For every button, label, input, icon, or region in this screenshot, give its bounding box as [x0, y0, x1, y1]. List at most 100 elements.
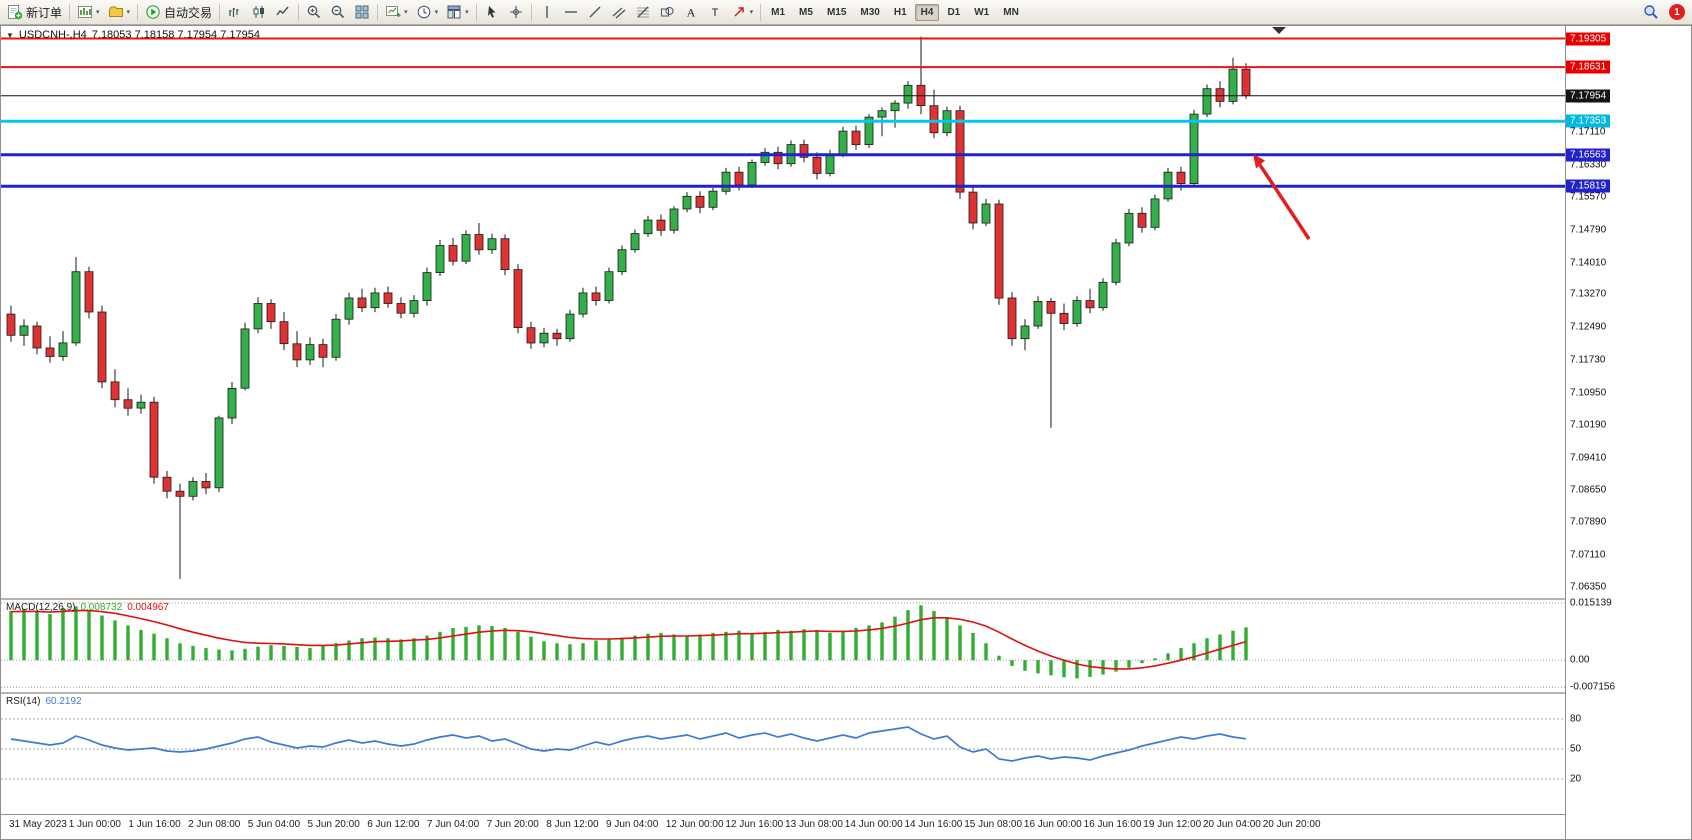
time-axis-label: 12 Jun 00:00: [665, 819, 724, 830]
line-chart-button[interactable]: [271, 1, 295, 23]
trendline-button[interactable]: [583, 1, 607, 23]
timeframe-button-mn[interactable]: MN: [1003, 6, 1019, 18]
new-order-icon: [8, 5, 23, 20]
new-chart-button[interactable]: ▾: [381, 1, 412, 23]
time-axis-label: 2 Jun 08:00: [188, 819, 241, 830]
time-axis-label: 16 Jun 00:00: [1023, 819, 1082, 830]
time-axis-label: 15 Jun 08:00: [964, 819, 1023, 830]
timeframe-button-m5[interactable]: M5: [799, 6, 813, 18]
macd-signal-value: 0.004967: [127, 602, 169, 613]
time-axis-label: 14 Jun 16:00: [904, 819, 963, 830]
main-chart-pane[interactable]: ▼ USDCNH-,H4 7.18053 7.18158 7.17954 7.1…: [1, 26, 1565, 598]
main-toolbar: 新订单 ▾ ▾ 自动交易 ▾ ▾ ▾ A T ▾ M1 M5 M15 M30 H1 H4 D1 W1 MN 1: [0, 0, 1692, 25]
shapes-icon: [660, 7, 674, 17]
timeframe-button-h4[interactable]: H4: [914, 3, 940, 21]
price-axis-label: 7.15570: [1570, 191, 1607, 203]
macd-label: MACD(12,26,9) 0.008732 0.004967: [6, 602, 169, 613]
label-button[interactable]: T: [703, 1, 727, 23]
toolbar-right-group: 1: [1639, 1, 1689, 23]
toolbar-separator: [760, 3, 762, 21]
crosshair-button[interactable]: [504, 1, 528, 23]
new-order-button[interactable]: 新订单: [3, 1, 66, 23]
tile-windows-icon: [355, 5, 369, 19]
new-chart-icon: [386, 6, 401, 17]
macd-chart-surface[interactable]: [1, 600, 1565, 692]
fibonacci-button[interactable]: [631, 1, 655, 23]
main-chart-surface[interactable]: [1, 26, 1565, 598]
timeframe-button-d1[interactable]: D1: [947, 6, 961, 18]
periods-button[interactable]: ▾: [412, 1, 443, 23]
search-button[interactable]: [1639, 1, 1663, 23]
profiles-icon: [108, 6, 123, 17]
price-axis-chip: 7.15819: [1566, 179, 1611, 193]
bar-chart-button[interactable]: [223, 1, 247, 23]
macd-indicator-pane[interactable]: MACD(12,26,9) 0.008732 0.004967: [1, 598, 1565, 692]
timeframe-button-m30[interactable]: M30: [860, 6, 880, 18]
channel-button[interactable]: [607, 1, 631, 23]
horizontal-level-lines[interactable]: [1, 37, 1565, 188]
text-icon: A: [686, 6, 695, 20]
notification-badge[interactable]: 1: [1669, 4, 1685, 20]
templates-button[interactable]: ▾: [442, 1, 473, 23]
price-axis[interactable]: 7.17110 7.16330 7.15570 7.14790 7.14010 7.132…: [1565, 26, 1691, 839]
collapse-arrow-icon[interactable]: ▼: [6, 30, 14, 40]
candlestick-series: [6, 36, 1251, 579]
line-chart-icon: [276, 6, 289, 16]
chevron-down-icon: ▾: [126, 8, 131, 16]
macd-axis-label: 0.015139: [1570, 597, 1612, 609]
rsi-indicator-pane[interactable]: RSI(14) 60.2192: [1, 692, 1565, 814]
rsi-level-lines: [1, 718, 1565, 780]
timeframe-button-m1[interactable]: M1: [771, 6, 786, 18]
price-axis-label: 7.10190: [1570, 419, 1607, 431]
zoom-in-button[interactable]: [302, 1, 326, 23]
charts-button[interactable]: ▾: [73, 1, 104, 23]
price-axis-chip: 7.18631: [1566, 60, 1611, 74]
price-axis-chip: 7.16563: [1566, 148, 1611, 162]
profiles-button[interactable]: ▾: [104, 1, 135, 23]
chart-shift-marker[interactable]: [1272, 27, 1286, 34]
vertical-line-button[interactable]: [535, 1, 559, 23]
chart-panes: ▼ USDCNH-,H4 7.18053 7.18158 7.17954 7.1…: [1, 26, 1565, 839]
timeframe-button-h1[interactable]: H1: [893, 6, 907, 18]
price-axis-label: 7.07110: [1570, 549, 1606, 561]
search-icon: [1644, 5, 1658, 19]
rsi-chart-surface[interactable]: [1, 694, 1565, 814]
toolbar-separator: [137, 3, 139, 21]
chevron-down-icon: ▾: [749, 8, 754, 16]
time-axis-label: 5 Jun 04:00: [247, 819, 301, 830]
horizontal-line-button[interactable]: [559, 1, 583, 23]
price-axis-chip: 7.17954: [1566, 89, 1611, 103]
timeframe-button-w1[interactable]: W1: [974, 6, 990, 18]
rsi-axis-label: 20: [1570, 773, 1582, 785]
toolbar-separator: [69, 3, 71, 21]
time-axis[interactable]: 31 May 2023 1 Jun 00:00 1 Jun 16:00 2 Jun 0…: [1, 814, 1565, 839]
macd-grid-lines: [1, 602, 1565, 688]
price-axis-label: 7.14010: [1570, 257, 1607, 269]
price-axis-label: 7.06350: [1570, 581, 1607, 593]
price-axis-label: 7.09410: [1570, 452, 1607, 464]
fibonacci-icon: [636, 6, 649, 18]
macd-histogram: [9, 605, 1248, 679]
cursor-button[interactable]: [480, 1, 504, 23]
price-axis-label: 7.12490: [1570, 321, 1607, 333]
time-axis-label: 13 Jun 08:00: [785, 819, 843, 830]
zoom-out-button[interactable]: [326, 1, 350, 23]
rsi-axis-label: 80: [1570, 713, 1582, 725]
candle-chart-button[interactable]: [247, 1, 271, 23]
arrow-icon: [734, 7, 744, 17]
tile-windows-button[interactable]: [350, 1, 374, 23]
chart-window: ▼ USDCNH-,H4 7.18053 7.18158 7.17954 7.1…: [0, 25, 1692, 840]
trend-arrow-annotation[interactable]: [1253, 154, 1311, 240]
text-button[interactable]: A: [679, 1, 703, 23]
price-axis-label: 7.14790: [1570, 224, 1607, 236]
autotrade-button[interactable]: 自动交易: [141, 1, 216, 23]
timeframe-button-m15[interactable]: M15: [826, 6, 847, 18]
shapes-button[interactable]: [655, 1, 679, 23]
vertical-line-icon: [545, 6, 548, 18]
arrows-button[interactable]: ▾: [727, 1, 758, 23]
cursor-icon: [487, 6, 496, 18]
time-axis-label: 1 Jun 00:00: [68, 819, 121, 830]
macd-main-value: 0.008732: [80, 602, 123, 613]
price-axis-label: 7.16330: [1570, 159, 1607, 171]
toolbar-separator: [377, 3, 379, 21]
